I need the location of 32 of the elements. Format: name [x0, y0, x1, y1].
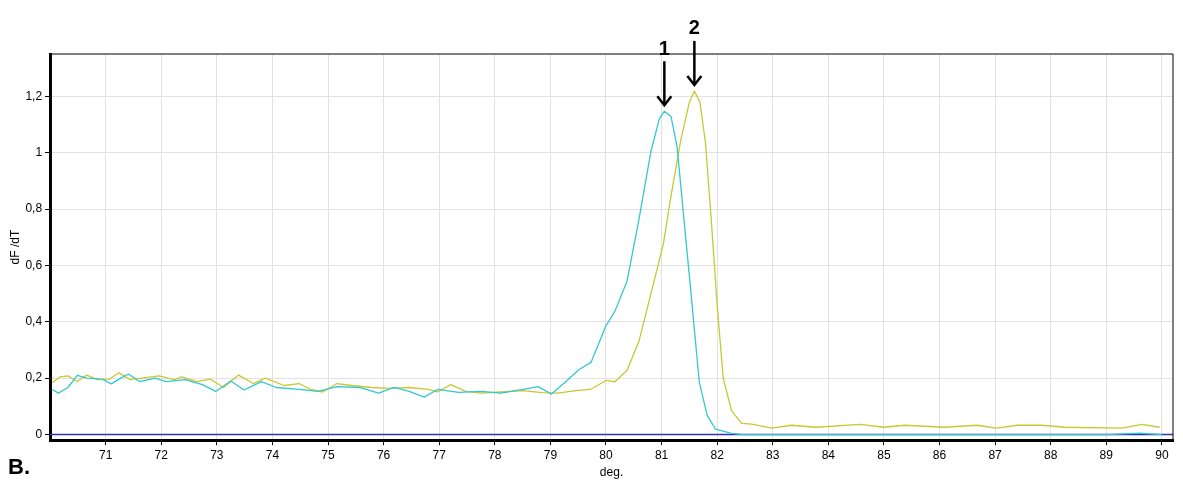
y-tick-label: 0,6	[25, 257, 43, 272]
y-tick-label: 0	[35, 426, 43, 441]
x-axis-title: deg.	[599, 465, 624, 480]
x-tick-label: 81	[654, 447, 669, 462]
x-tick-label: 86	[932, 447, 947, 462]
y-axis-title: dF /dT	[7, 229, 22, 265]
y-tick-label: 0,8	[25, 201, 43, 216]
annotation: 1	[658, 36, 670, 59]
x-tick-label: 90	[1155, 447, 1169, 462]
x-tick-label: 75	[321, 447, 336, 462]
x-tick-label: 84	[821, 447, 836, 462]
x-tick-label: 87	[988, 447, 1003, 462]
x-tick-label: 79	[543, 447, 558, 462]
x-tick-label: 85	[877, 447, 891, 462]
y-tick-label: 0,2	[25, 370, 43, 385]
x-tick-label: 82	[710, 447, 725, 462]
x-tick-label: 73	[210, 447, 224, 462]
x-tick-label: 74	[265, 447, 280, 462]
x-tick-label: 83	[766, 447, 780, 462]
x-tick-label: 77	[432, 447, 447, 462]
y-tick-label: 1,2	[25, 88, 43, 103]
x-tick-label: 88	[1044, 447, 1058, 462]
x-tick-label: 76	[376, 447, 391, 462]
x-tick-label: 89	[1099, 447, 1114, 462]
annotation: 2	[688, 16, 700, 39]
x-tick-label: 80	[599, 447, 613, 462]
x-tick-label: 71	[98, 447, 113, 462]
y-tick-label: 0,4	[25, 314, 43, 329]
text: B.	[8, 454, 30, 480]
x-tick-label: 72	[154, 447, 169, 462]
x-tick-label: 78	[488, 447, 502, 462]
y-tick-label: 1	[35, 144, 43, 159]
